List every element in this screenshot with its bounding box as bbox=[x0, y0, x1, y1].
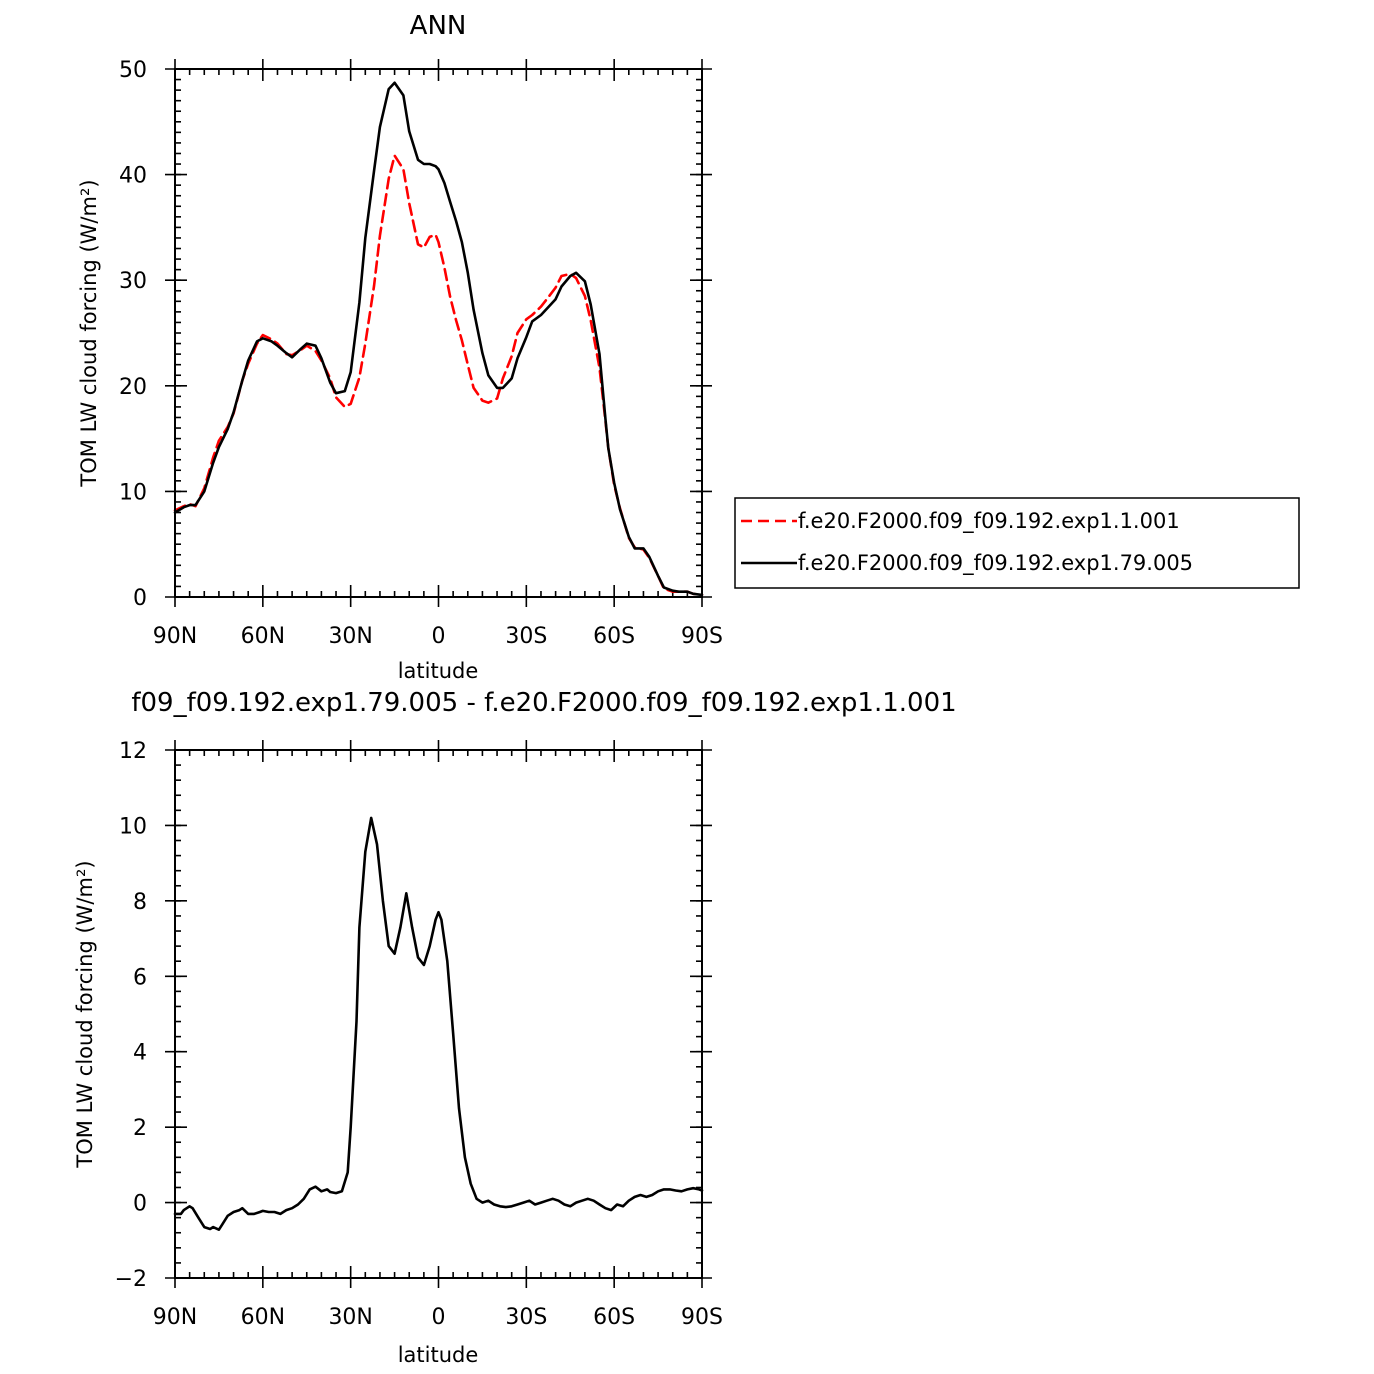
top-series-line-1 bbox=[173, 154, 704, 597]
x-tick-label: 90S bbox=[681, 1305, 723, 1330]
top-chart-title: ANN bbox=[410, 11, 467, 41]
bottom-chart-xlabel: latitude bbox=[398, 1343, 479, 1367]
x-tick-label: 0 bbox=[432, 1305, 446, 1330]
top-chart-ylabel: TOM LW cloud forcing (W/m²) bbox=[77, 179, 101, 487]
x-tick-label: 90N bbox=[153, 624, 197, 649]
legend-label-series-2: f.e20.F2000.f09_f09.192.exp1.79.005 bbox=[798, 551, 1193, 576]
x-tick-label: 60S bbox=[593, 1305, 635, 1330]
y-tick-label: −2 bbox=[115, 1267, 147, 1292]
bottom-chart-axes: 90N 60N 30N 0 30S 60S 90S −2 0 2 4 6 8 10 12 bbox=[115, 739, 723, 1330]
y-tick-label: 50 bbox=[119, 58, 147, 83]
x-tick-label: 60N bbox=[241, 1305, 285, 1330]
bottom-chart-series bbox=[173, 816, 704, 1231]
y-tick-label: 0 bbox=[133, 586, 147, 611]
bottom-chart-ylabel: TOM LW cloud forcing (W/m²) bbox=[73, 860, 97, 1168]
top-series-line-2 bbox=[173, 81, 704, 597]
x-tick-label: 60N bbox=[241, 624, 285, 649]
legend-box bbox=[734, 497, 1300, 589]
bottom-chart-title: f09_f09.192.exp1.79.005 - f.e20.F2000.f0… bbox=[131, 688, 956, 718]
y-tick-label: 10 bbox=[119, 480, 147, 505]
y-tick-label: 0 bbox=[133, 1192, 147, 1217]
top-chart-series bbox=[173, 81, 704, 597]
bottom-chart-frame bbox=[174, 749, 703, 1279]
chart-legend: f.e20.F2000.f09_f09.192.exp1.1.001 f.e20… bbox=[734, 497, 1300, 589]
y-tick-label: 6 bbox=[133, 965, 147, 990]
bottom-chart: f09_f09.192.exp1.79.005 - f.e20.F2000.f0… bbox=[73, 688, 957, 1367]
top-chart-xlabel: latitude bbox=[398, 659, 479, 683]
x-tick-label: 0 bbox=[432, 624, 446, 649]
y-tick-label: 4 bbox=[133, 1041, 147, 1066]
top-chart-frame bbox=[174, 68, 703, 598]
y-tick-label: 40 bbox=[119, 164, 147, 189]
x-tick-label: 30N bbox=[328, 624, 372, 649]
x-tick-label: 30S bbox=[505, 624, 547, 649]
bottom-series-line-1 bbox=[173, 816, 704, 1231]
legend-label-series-1: f.e20.F2000.f09_f09.192.exp1.1.001 bbox=[798, 509, 1180, 534]
x-tick-label: 90N bbox=[153, 1305, 197, 1330]
top-chart-axes: 90N 60N 30N 0 30S 60S 90S 0 10 20 30 40 50 bbox=[119, 58, 723, 649]
x-tick-label: 60S bbox=[593, 624, 635, 649]
y-tick-label: 30 bbox=[119, 269, 147, 294]
y-tick-label: 8 bbox=[133, 890, 147, 915]
y-tick-label: 2 bbox=[133, 1116, 147, 1141]
y-tick-label: 10 bbox=[119, 814, 147, 839]
top-chart: ANN 90N 60N 30N 0 30S 60S 90S 0 10 20 30 40 50 latit… bbox=[77, 11, 1300, 683]
y-tick-label: 12 bbox=[119, 739, 147, 764]
x-tick-label: 30N bbox=[328, 1305, 372, 1330]
x-tick-label: 30S bbox=[505, 1305, 547, 1330]
y-tick-label: 20 bbox=[119, 375, 147, 400]
x-tick-label: 90S bbox=[681, 624, 723, 649]
